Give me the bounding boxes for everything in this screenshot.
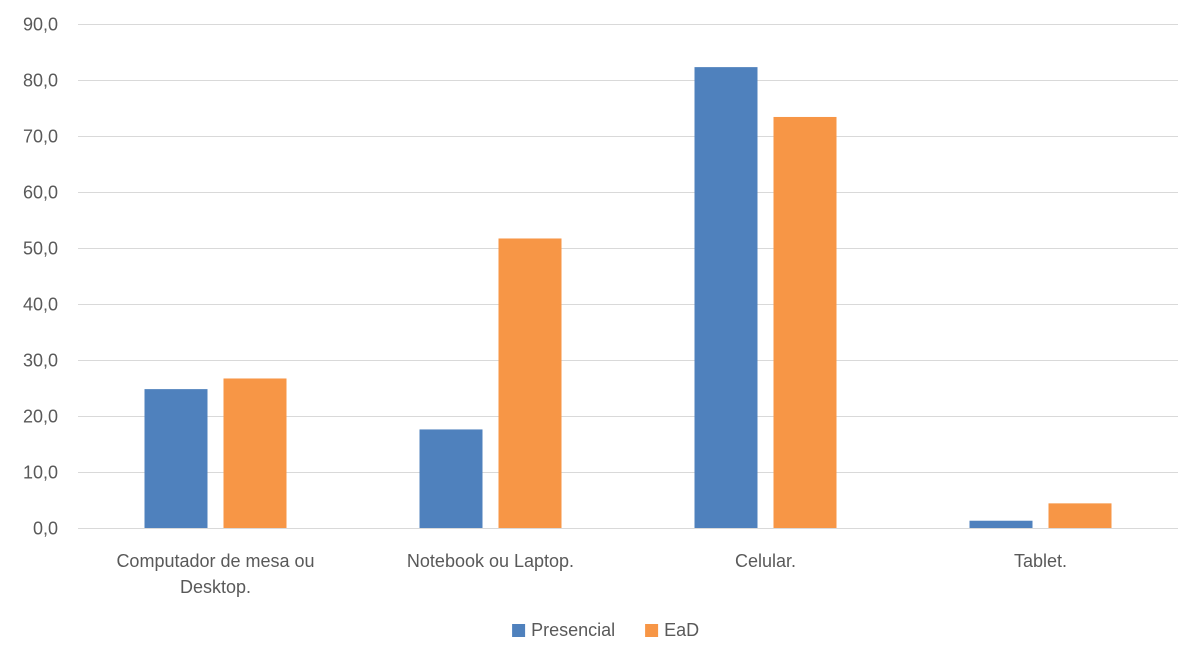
bar-ead-1 <box>498 238 562 529</box>
bar-ead-2 <box>773 116 837 529</box>
legend: Presencial EaD <box>512 620 699 640</box>
legend-label-presencial: Presencial <box>531 620 615 640</box>
bar-presencial-2 <box>694 67 758 529</box>
x-category-label: Tablet. <box>1014 551 1067 571</box>
y-tick-label: 80,0 <box>23 71 58 91</box>
y-tick-label: 20,0 <box>23 407 58 427</box>
bar-presencial-0 <box>144 389 208 528</box>
x-category-label: Computador de mesa ou Desktop. <box>116 551 314 597</box>
y-tick-label: 30,0 <box>23 351 58 371</box>
y-tick-label: 0,0 <box>33 519 58 539</box>
x-category-label-line: Tablet. <box>1014 551 1067 571</box>
y-tick-label: 70,0 <box>23 127 58 147</box>
x-category-label-line: Notebook ou Laptop. <box>407 551 574 571</box>
y-axis-tick-labels: 0,0 10,0 20,0 30,0 40,0 50,0 60,0 70,0 80,0 90,0 <box>23 15 58 539</box>
x-category-label: Notebook ou Laptop. <box>407 551 574 571</box>
bar-presencial-3 <box>969 520 1033 528</box>
y-tick-label: 90,0 <box>23 15 58 35</box>
x-category-label-line: Celular. <box>735 551 796 571</box>
y-tick-label: 60,0 <box>23 183 58 203</box>
legend-label-ead: EaD <box>664 620 699 640</box>
y-tick-label: 50,0 <box>23 239 58 259</box>
x-category-label-line: Desktop. <box>180 577 251 597</box>
bar-presencial-1 <box>419 429 483 528</box>
bar-ead-3 <box>1048 503 1112 528</box>
legend-swatch-ead <box>645 624 659 637</box>
x-category-label: Celular. <box>735 551 796 571</box>
bars <box>144 67 1112 529</box>
legend-swatch-presencial <box>512 624 526 637</box>
x-category-label-line: Computador de mesa ou <box>116 551 314 571</box>
bar-ead-0 <box>223 378 287 528</box>
y-tick-label: 40,0 <box>23 295 58 315</box>
x-axis-category-labels: Computador de mesa ou Desktop. Notebook ou… <box>116 551 1067 597</box>
y-tick-label: 10,0 <box>23 463 58 483</box>
